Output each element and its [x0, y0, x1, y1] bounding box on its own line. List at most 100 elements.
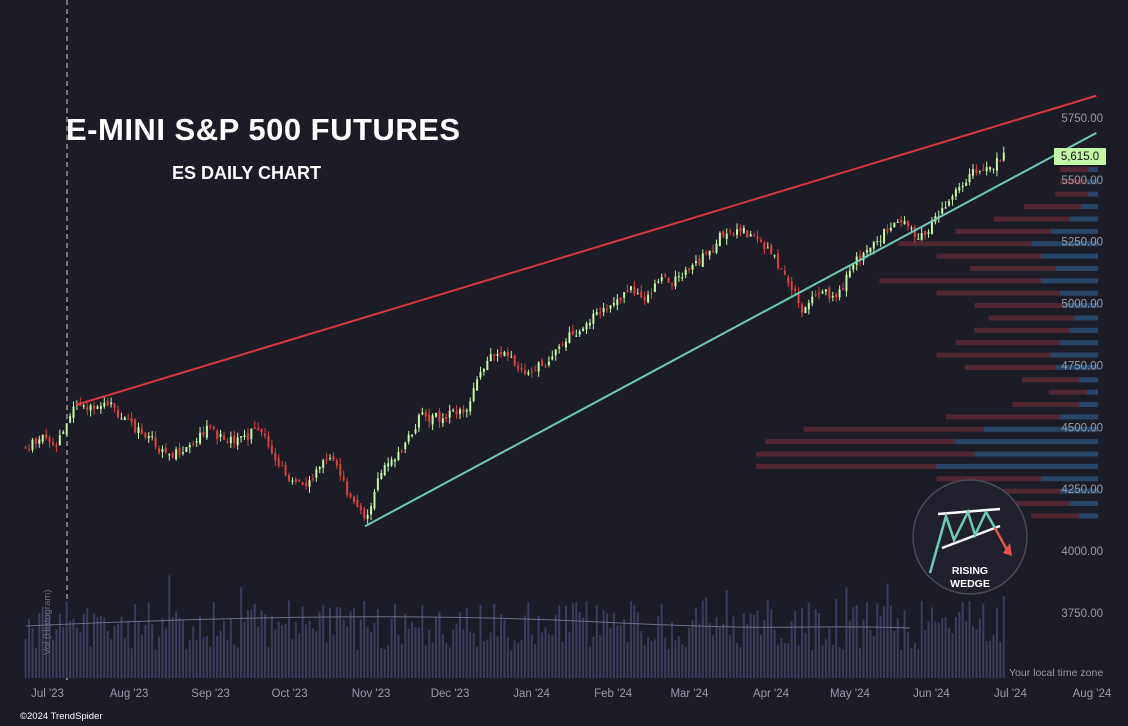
volume-bar — [414, 627, 417, 678]
x-tick-label: Nov '23 — [352, 688, 391, 700]
volume-bar — [780, 638, 783, 678]
volume-bar — [694, 607, 697, 678]
candle-body — [592, 313, 595, 324]
candle-body — [120, 418, 123, 420]
profile-bar-up — [1079, 402, 1098, 408]
volume-bar — [606, 613, 609, 678]
candle-body — [554, 349, 557, 356]
candle-body — [103, 402, 106, 407]
volume-bar — [626, 641, 629, 678]
volume-bar — [582, 617, 585, 678]
volume-bar — [96, 617, 99, 678]
volume-bar — [958, 612, 961, 678]
volume-bar — [246, 609, 249, 678]
x-tick-label: Jul '24 — [994, 688, 1027, 700]
candle-body — [907, 221, 910, 227]
candle-body — [609, 305, 612, 309]
candle-body — [339, 464, 342, 476]
profile-bar-down — [936, 290, 1060, 296]
candle-body — [948, 201, 951, 206]
candle-body — [113, 403, 116, 408]
volume-bar — [664, 637, 667, 678]
candle-body — [889, 227, 892, 231]
candle-body — [236, 437, 239, 446]
candle-body — [681, 277, 684, 279]
candle-body — [424, 412, 427, 417]
candle-body — [294, 479, 297, 482]
candle-body — [438, 411, 441, 423]
profile-bar-down — [765, 439, 956, 445]
candle-body — [110, 402, 113, 405]
timezone-label[interactable]: Your local time zone — [1009, 667, 1104, 679]
volume-bar — [376, 608, 379, 678]
candle-body — [137, 427, 140, 434]
candle-body — [838, 289, 841, 298]
candle-body — [445, 417, 448, 419]
volume-bar — [653, 639, 656, 678]
volume-bar — [647, 637, 650, 678]
candle-body — [732, 234, 735, 236]
volume-bar — [397, 634, 400, 678]
candle-body — [308, 480, 311, 487]
volume-bar — [657, 616, 660, 678]
volume-bar — [547, 633, 550, 678]
candle-body — [171, 453, 174, 458]
candle-body — [883, 229, 886, 244]
volume-bar — [534, 644, 537, 678]
volume-profile — [756, 154, 1098, 519]
candle-body — [48, 437, 51, 443]
volume-bar — [65, 601, 68, 678]
profile-bar-down — [803, 426, 984, 432]
profile-bar-down — [984, 488, 1060, 494]
volume-bar — [982, 603, 985, 678]
profile-bar-down — [1022, 377, 1079, 383]
candle-body — [845, 274, 848, 292]
volume-bar — [561, 641, 564, 678]
volume-bar — [551, 635, 554, 678]
candle-body — [452, 410, 455, 412]
volume-ma-line — [25, 616, 911, 629]
volume-bar — [322, 604, 325, 678]
volume-bar — [370, 631, 373, 678]
x-tick-label: Jul '23 — [31, 688, 64, 700]
volume-bar — [807, 602, 810, 678]
volume-bar — [205, 635, 208, 678]
volume-bar — [742, 613, 745, 678]
candle-body — [971, 169, 974, 176]
x-tick-label: May '24 — [830, 688, 871, 700]
candle-body — [311, 478, 314, 480]
candle-body — [982, 169, 985, 171]
candle-body — [818, 292, 821, 295]
volume-bar — [24, 638, 27, 678]
volume-bar — [75, 627, 78, 678]
candle-body — [903, 220, 906, 225]
y-tick-label: 3750.00 — [1061, 608, 1103, 620]
volume-bar — [503, 620, 506, 678]
candle-body — [886, 228, 889, 232]
volume-bar — [930, 607, 933, 678]
volume-bar — [281, 625, 284, 678]
candle-body — [435, 413, 438, 417]
chart-subtitle: ES DAILY CHART — [172, 163, 322, 183]
candle-body — [359, 505, 362, 511]
volume-bar — [937, 622, 940, 678]
profile-bar-down — [988, 315, 1075, 321]
candle-body — [161, 449, 164, 452]
candle-body — [595, 312, 598, 315]
volume-bar — [701, 600, 704, 678]
candle-body — [893, 222, 896, 228]
profile-bar-up — [1088, 166, 1098, 172]
candle-body — [38, 439, 41, 444]
volume-bar — [541, 632, 544, 678]
candle-body — [404, 442, 407, 450]
volume-bar — [493, 603, 496, 678]
volume-bar — [818, 613, 821, 678]
candle-body — [619, 297, 622, 301]
badge-line-2: WEDGE — [950, 578, 990, 590]
candle-body — [814, 294, 817, 296]
candle-body — [999, 160, 1002, 162]
volume-bar — [325, 642, 328, 678]
profile-bar-up — [1069, 216, 1098, 222]
volume-bar — [62, 626, 65, 678]
candle-body — [51, 442, 54, 445]
